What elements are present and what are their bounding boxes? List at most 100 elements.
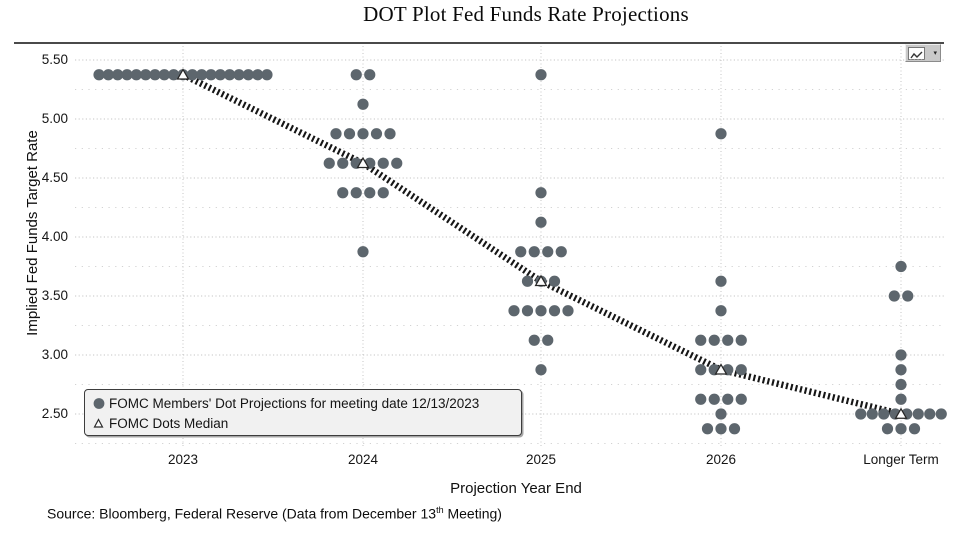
projection-dot: [735, 393, 747, 405]
projection-dot: [337, 187, 349, 199]
projection-dot: [895, 349, 907, 361]
projection-dot: [186, 69, 198, 81]
projection-dot: [715, 408, 727, 420]
projection-dot: [261, 69, 273, 81]
y-tick-label: 2.50: [41, 406, 68, 421]
projection-dot: [121, 69, 133, 81]
chevron-down-icon: ▾: [933, 49, 937, 57]
x-tick-label: 2024: [347, 452, 379, 467]
projection-dot: [708, 393, 720, 405]
projection-dot: [196, 69, 208, 81]
projection-dot: [364, 187, 376, 199]
y-tick-label: 5.00: [41, 111, 68, 126]
projection-dot: [912, 408, 924, 420]
projection-dot: [337, 157, 349, 169]
projection-dot: [205, 69, 217, 81]
projection-dot: [548, 275, 561, 287]
x-tick-label: 2023: [167, 452, 199, 467]
y-tick-label: 3.50: [41, 288, 68, 303]
projection-dot: [233, 69, 245, 81]
projection-dot: [323, 157, 335, 169]
median-trend-line: [181, 71, 902, 418]
projection-dot: [695, 393, 707, 405]
projection-dot: [902, 290, 914, 302]
legend-dots-label: FOMC Members' Dot Projections for meetin…: [109, 395, 480, 411]
chart-options-button[interactable]: ▾: [905, 44, 941, 62]
projection-dot: [140, 69, 152, 81]
line-chart-icon: [908, 46, 925, 60]
source-attribution: Source: Bloomberg, Federal Reserve (Data…: [47, 505, 502, 522]
projection-dot: [528, 246, 540, 258]
projection-dot: [528, 334, 540, 346]
projection-dot: [535, 216, 547, 228]
projection-dot: [112, 69, 124, 81]
projection-dot: [924, 408, 936, 420]
projection-dot: [350, 69, 362, 81]
projection-dot: [695, 364, 707, 376]
projection-dot: [535, 305, 547, 317]
projection-dot: [102, 69, 114, 81]
x-axis-title: Projection Year End: [450, 480, 582, 497]
y-tick-label: 4.00: [41, 229, 68, 244]
header-divider: [14, 42, 944, 44]
projection-dot: [330, 128, 342, 140]
projection-dot: [535, 187, 547, 199]
projection-dot: [715, 128, 727, 140]
projection-dot: [881, 423, 894, 435]
x-tick-label: 2026: [705, 452, 737, 467]
x-tick-label: Longer Term: [863, 452, 939, 467]
projection-dot: [343, 128, 356, 140]
legend-median-label: FOMC Dots Median: [109, 415, 229, 431]
projection-dot: [370, 128, 383, 140]
projection-dot: [695, 334, 707, 346]
projection-dot: [542, 334, 554, 346]
projection-dot: [555, 246, 567, 258]
projection-dot: [158, 69, 170, 81]
projection-dot: [252, 69, 264, 81]
median-triangle: [534, 274, 548, 287]
projection-dot: [715, 305, 727, 317]
projection-dot: [722, 393, 734, 405]
projection-dot: [521, 305, 534, 317]
projection-dot: [935, 408, 947, 420]
projection-dot: [895, 364, 907, 376]
projection-dot: [895, 260, 907, 273]
projection-dot: [888, 290, 900, 302]
projection-dot: [701, 423, 714, 435]
projection-dot: [908, 423, 921, 435]
projection-dot: [242, 69, 254, 81]
legend-row-median: FOMC Dots Median: [93, 413, 513, 433]
projection-dot: [357, 246, 369, 258]
projection-dot: [728, 423, 741, 435]
projection-dot: [149, 69, 161, 81]
projection-dot: [214, 69, 226, 81]
projection-dot: [895, 423, 907, 435]
projection-dot: [735, 334, 747, 346]
projection-dot: [357, 128, 369, 140]
projection-dot: [130, 69, 142, 81]
projection-dot: [377, 157, 389, 169]
projection-dot: [391, 157, 403, 169]
y-tick-label: 5.50: [41, 52, 68, 67]
chart-legend: FOMC Members' Dot Projections for meetin…: [84, 389, 522, 436]
projection-dot: [715, 275, 727, 287]
projection-dot: [715, 423, 727, 435]
projection-dot: [708, 334, 720, 346]
chart-title: DOT Plot Fed Funds Rate Projections: [363, 2, 689, 26]
projection-dot: [224, 69, 236, 81]
projection-dot: [364, 69, 376, 81]
x-tick-label: 2025: [525, 452, 557, 467]
projection-dot: [521, 275, 534, 287]
projection-dot: [350, 187, 362, 199]
projection-dot: [855, 408, 867, 420]
median-triangle: [714, 363, 728, 375]
projection-dot: [722, 334, 734, 346]
median-triangle: [356, 156, 370, 169]
projection-dot: [515, 246, 527, 258]
projection-dot: [548, 305, 561, 317]
projection-dot: [377, 187, 389, 199]
projection-dot: [508, 305, 520, 317]
dot-marker-icon: [93, 397, 109, 410]
